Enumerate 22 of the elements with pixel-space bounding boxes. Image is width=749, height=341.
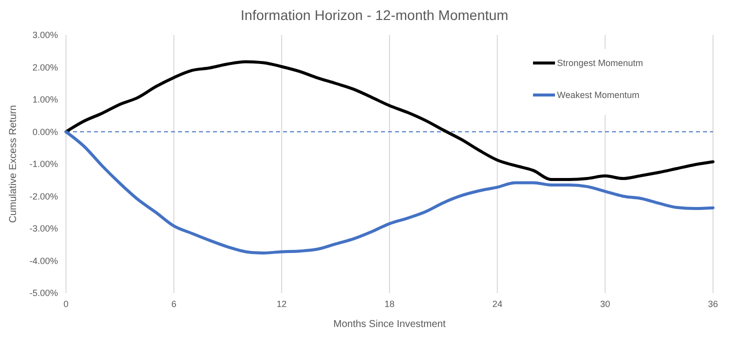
x-tick-label: 0: [63, 299, 69, 309]
x-tick-label: 36: [708, 299, 718, 309]
x-tick-label: 24: [492, 299, 502, 309]
legend-label: Strongest Momenutm: [557, 58, 644, 68]
x-tick-label: 30: [600, 299, 610, 309]
y-tick-label: -5.00%: [29, 288, 58, 298]
x-axis-title: Months Since Investment: [333, 319, 446, 330]
y-tick-label: 2.00%: [32, 62, 58, 72]
chart-title: Information Horizon - 12-month Momentum: [240, 7, 508, 23]
y-tick-label: 3.00%: [32, 30, 58, 40]
y-tick-label: -2.00%: [29, 191, 58, 202]
legend-label: Weakest Momentum: [557, 90, 640, 100]
x-tick-label: 6: [171, 299, 176, 309]
x-tick-label: 18: [384, 299, 395, 309]
y-tick-label: -3.00%: [29, 224, 58, 234]
y-axis-title: Cumulative Excess Return: [8, 105, 19, 223]
y-tick-label: -1.00%: [29, 159, 58, 170]
x-tick-label: 12: [276, 299, 287, 309]
y-tick-label: 1.00%: [32, 94, 58, 105]
y-tick-label: 0.00%: [32, 126, 58, 137]
y-tick-label: -4.00%: [29, 256, 58, 266]
line-series: [64, 60, 714, 181]
